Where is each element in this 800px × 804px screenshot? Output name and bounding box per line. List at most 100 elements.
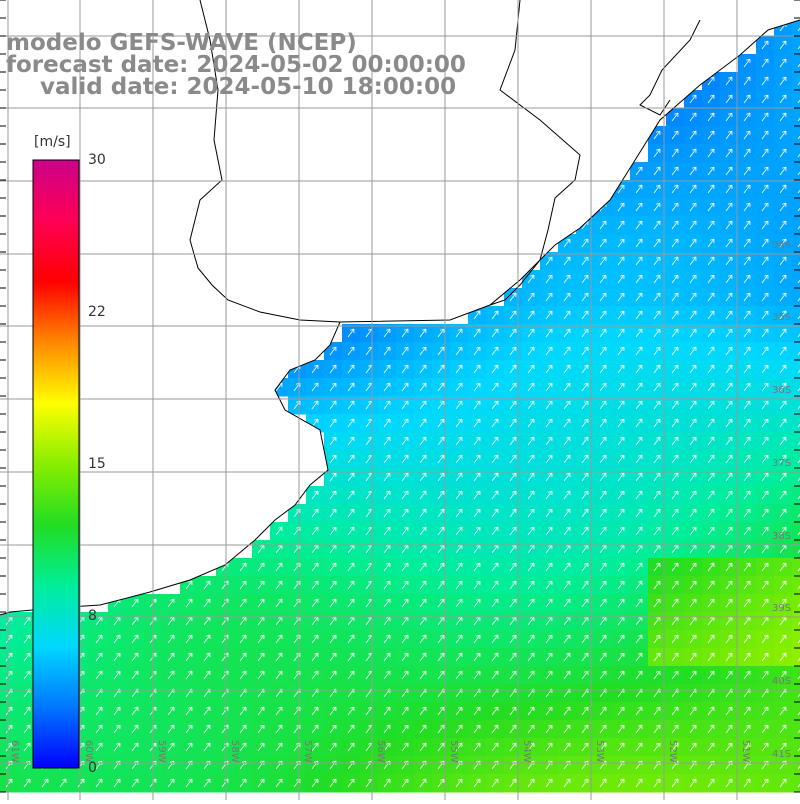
wind-arrow [635,634,643,644]
wind-arrow [437,670,445,680]
wind-arrow [743,382,751,392]
wind-arrow [509,382,517,392]
wind-arrow [563,292,571,302]
wind-arrow [563,418,571,428]
wind-arrow [689,112,697,122]
wind-arrow [563,382,571,392]
wind-arrow [203,634,211,644]
wind-arrow [743,562,751,572]
wind-arrow [455,328,463,338]
wind-arrow [527,292,535,302]
wind-arrow [239,652,247,662]
wind-arrow [455,418,463,428]
wind-arrow [761,292,769,302]
colorbar-unit: [m/s] [34,134,71,150]
wind-arrow [797,441,800,446]
wind-arrow [563,310,571,320]
wind-arrow [437,580,445,590]
wind-arrow [257,652,265,662]
wind-arrow [509,598,517,608]
wind-arrow [797,585,800,590]
wind-arrow [185,778,193,788]
wind-arrow [689,526,697,536]
wind-arrow [617,310,625,320]
wind-arrow [797,603,800,608]
wind-arrow [347,436,355,446]
wind-cell [792,252,800,271]
wind-arrow [329,436,337,446]
longitude-label: 51W [740,740,751,763]
wind-arrow [5,778,13,788]
colorbar-tick-0: 0 [88,760,97,776]
wind-arrow [707,382,715,392]
wind-cell [792,612,800,631]
wind-arrow [563,562,571,572]
wind-arrow [671,634,679,644]
wind-arrow [743,202,751,212]
wind-arrow [599,310,607,320]
wind-arrow [437,652,445,662]
wind-arrow [797,423,800,428]
wind-cell [792,90,800,109]
wind-arrow [761,562,769,572]
wind-arrow [563,364,571,374]
wind-arrow [275,580,283,590]
wind-arrow [797,225,800,230]
wind-arrow [617,778,625,788]
wind-arrow [671,598,679,608]
wind-arrow [581,598,589,608]
wind-cell [792,666,800,685]
wind-arrow [689,436,697,446]
wind-arrow [779,418,787,428]
wind-arrow [653,436,661,446]
wind-arrow [473,472,481,482]
wind-arrow [617,598,625,608]
wind-arrow [635,274,643,284]
wind-arrow [725,310,733,320]
wind-arrow [563,436,571,446]
wind-arrow [635,202,643,212]
wind-arrow [545,670,553,680]
wind-arrow [779,400,787,410]
wind-arrow [707,112,715,122]
wind-arrow [455,706,463,716]
wind-arrow [653,238,661,248]
wind-arrow [797,135,800,140]
wind-arrow [779,220,787,230]
wind-arrow [689,346,697,356]
wind-arrow [599,598,607,608]
wind-arrow [545,292,553,302]
wind-arrow [689,598,697,608]
wind-arrow [779,778,787,788]
wind-arrow [509,454,517,464]
wind-arrow [689,778,697,788]
wind-cell [792,648,800,667]
wind-arrow [725,166,733,176]
wind-arrow [167,634,175,644]
wind-arrow [473,364,481,374]
wind-arrow [545,328,553,338]
wind-arrow [617,670,625,680]
wind-arrow [779,652,787,662]
latitude-labels: 34S 35S 36S 37S 38S 39S 40S 41S [772,240,791,760]
wind-arrow [383,652,391,662]
wind-arrow [5,670,13,680]
wind-arrow [581,580,589,590]
wind-arrow [455,724,463,734]
wind-arrow [617,328,625,338]
wind-arrow [581,256,589,266]
colorbar [32,159,80,769]
wind-arrow [707,220,715,230]
wind-arrow [599,346,607,356]
wind-arrow [725,562,733,572]
wind-arrow [401,580,409,590]
wind-arrow [653,598,661,608]
wind-arrow [275,652,283,662]
wind-arrow [545,256,553,266]
wind-arrow [455,526,463,536]
wind-arrow [455,454,463,464]
wind-arrow [509,562,517,572]
wind-arrow [761,652,769,662]
wind-arrow [653,742,661,752]
wind-arrow [527,634,535,644]
